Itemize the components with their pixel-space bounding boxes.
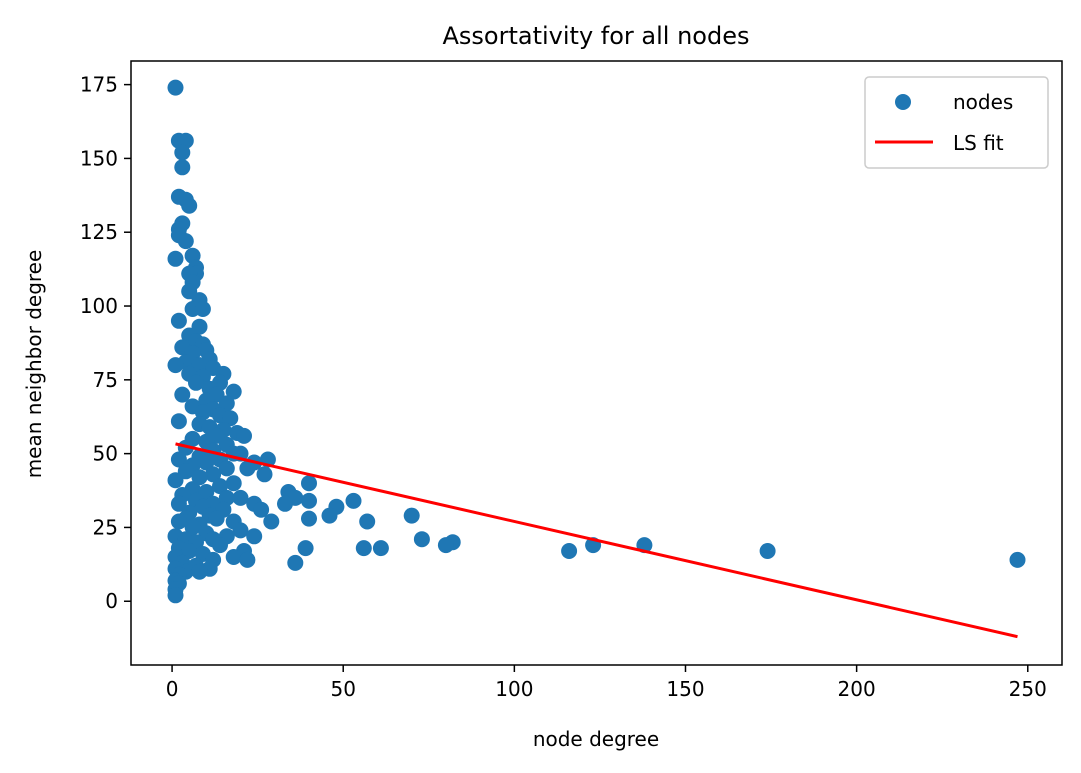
- data-point: [232, 489, 249, 506]
- data-point: [759, 543, 776, 559]
- data-point: [225, 549, 242, 565]
- data-point: [359, 513, 376, 530]
- legend-nodes-label: nodes: [953, 90, 1013, 114]
- x-tick-label: 250: [1009, 677, 1047, 701]
- data-point: [1009, 551, 1026, 568]
- data-point: [174, 144, 191, 161]
- data-point: [561, 543, 578, 559]
- data-point: [225, 475, 242, 492]
- y-tick-label: 100: [80, 294, 118, 318]
- points-layer: [167, 79, 1026, 604]
- data-point: [212, 478, 228, 495]
- data-point: [225, 383, 242, 400]
- data-point: [403, 507, 420, 524]
- data-point: [191, 563, 208, 580]
- y-axis-label: mean neighbor degree: [22, 250, 46, 479]
- x-tick-label: 50: [330, 677, 355, 701]
- data-point: [253, 501, 270, 518]
- legend: nodes LS fit: [864, 76, 1049, 169]
- data-point: [218, 460, 235, 477]
- data-point: [174, 386, 191, 403]
- legend-nodes-marker: [895, 94, 911, 110]
- x-axis: 0 50 100 150 200 250: [166, 665, 1047, 701]
- data-point: [301, 475, 317, 492]
- x-tick-label: 150: [666, 677, 704, 701]
- data-point: [208, 510, 225, 527]
- data-point: [198, 454, 215, 471]
- legend-box: [864, 76, 1049, 169]
- data-point: [437, 537, 454, 554]
- x-axis-label: node degree: [533, 727, 659, 751]
- data-point: [263, 513, 280, 530]
- data-point: [277, 495, 293, 512]
- data-point: [194, 301, 211, 317]
- data-point: [167, 250, 184, 267]
- data-point: [177, 233, 194, 250]
- data-point: [236, 427, 252, 444]
- data-point: [188, 374, 204, 391]
- data-point: [212, 537, 228, 554]
- y-tick-label: 75: [93, 368, 118, 392]
- data-point: [301, 510, 317, 527]
- x-tick-label: 100: [495, 677, 533, 701]
- data-point: [167, 472, 184, 489]
- data-point: [170, 413, 187, 430]
- data-point: [205, 466, 222, 483]
- data-point: [170, 312, 187, 329]
- data-point: [287, 554, 304, 571]
- ls-fit-line: [175, 442, 1018, 639]
- data-point: [170, 451, 187, 468]
- data-point: [222, 410, 239, 427]
- data-point: [246, 528, 263, 545]
- data-point: [174, 159, 191, 176]
- data-point: [181, 197, 198, 214]
- y-axis: 0 25 50 75 100 125 150 175: [80, 73, 131, 613]
- data-point: [181, 543, 198, 559]
- y-tick-label: 50: [93, 442, 118, 466]
- y-tick-label: 125: [80, 220, 118, 244]
- data-point: [191, 469, 208, 486]
- y-tick-label: 175: [80, 73, 118, 97]
- data-point: [297, 540, 314, 557]
- chart-title: Assortativity for all nodes: [443, 22, 750, 50]
- data-point: [167, 357, 184, 374]
- data-point: [301, 492, 317, 509]
- data-point: [355, 540, 372, 557]
- data-point: [413, 531, 430, 548]
- data-point: [239, 551, 256, 568]
- x-tick-label: 200: [838, 677, 876, 701]
- y-tick-label: 25: [93, 515, 118, 539]
- x-tick-label: 0: [166, 677, 179, 701]
- data-point: [239, 460, 256, 477]
- legend-fit-label: LS fit: [953, 131, 1004, 155]
- plot-area-frame: [130, 60, 1063, 666]
- data-point: [256, 466, 273, 483]
- data-point: [184, 519, 201, 536]
- data-point: [345, 492, 362, 509]
- data-point: [167, 587, 184, 604]
- data-point: [218, 395, 235, 412]
- data-point: [170, 513, 187, 530]
- data-point: [321, 507, 338, 524]
- y-tick-label: 0: [105, 589, 118, 613]
- data-point: [232, 522, 249, 539]
- y-tick-label: 150: [80, 146, 118, 170]
- data-point: [167, 79, 184, 96]
- data-point: [372, 540, 389, 557]
